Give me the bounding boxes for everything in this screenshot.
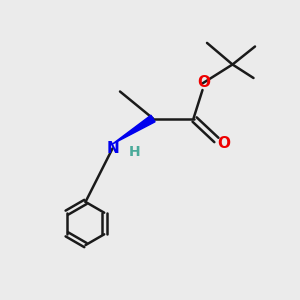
Text: N: N	[106, 141, 119, 156]
Text: H: H	[128, 145, 140, 158]
Text: O: O	[197, 75, 211, 90]
Text: O: O	[217, 136, 230, 152]
Polygon shape	[112, 115, 155, 144]
